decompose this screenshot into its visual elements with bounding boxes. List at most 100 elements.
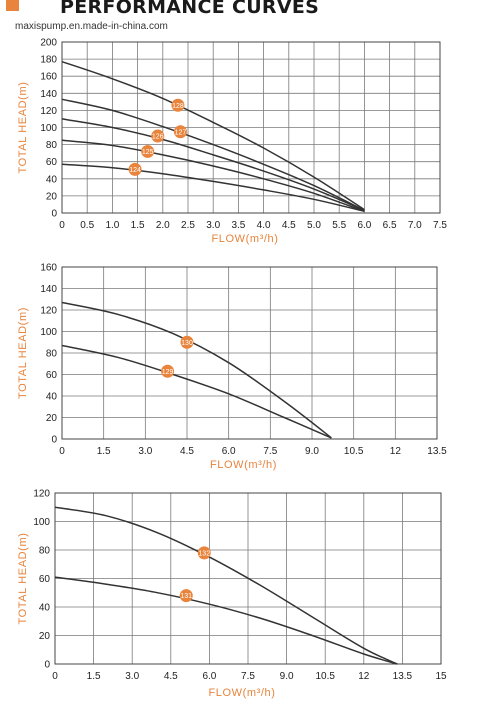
x-tick-label: 7.5: [241, 671, 255, 682]
x-tick-label: 6.0: [202, 671, 216, 682]
x-tick-label: 6.0: [357, 220, 371, 231]
y-tick-label: 60: [46, 157, 58, 168]
x-tick-label: 2.5: [181, 220, 195, 231]
chart-3-svg: 0 1.5 3.0 4.5 6.0 7.5 9.0 10.5 12 13.5 15 0 20 40 60 80…: [17, 489, 447, 700]
x-tick-label: 7.5: [433, 220, 447, 231]
model-badge-label: 125: [142, 149, 154, 156]
page-header: PERFORMANCE CURVES maxispump.en.made-in-…: [0, 0, 477, 34]
brand-square-icon: [6, 0, 19, 11]
model-badge-label: 131: [180, 593, 192, 600]
x-tick-label: 13.5: [427, 446, 447, 457]
model-badge-label: 132: [198, 550, 210, 557]
curve-130: [61, 301, 332, 439]
x-tick-label: 10.5: [315, 671, 335, 682]
x-tick-label: 6.0: [222, 446, 236, 457]
model-badge-126: [151, 129, 165, 143]
x-axis-title: FLOW(m³/h): [210, 459, 277, 471]
x-tick-label: 3.0: [206, 220, 220, 231]
curve-131: [54, 576, 398, 665]
x-tick-label: 15: [435, 671, 447, 682]
model-badge-132: [197, 546, 211, 560]
model-badge-label: 128: [172, 103, 184, 110]
chart-1-grid: [61, 41, 441, 214]
y-axis-title: TOTAL HEAD(m): [17, 533, 29, 625]
model-badge-label: 130: [181, 340, 193, 347]
x-tick-label: 6.5: [383, 220, 397, 231]
y-tick-label: 40: [46, 392, 58, 403]
plot-frame: [54, 492, 442, 665]
x-tick-label: 3.0: [138, 446, 152, 457]
x-tick-label: 1.5: [131, 220, 145, 231]
y-tick-label: 80: [46, 140, 58, 151]
chart-1-svg: 0 0.5 1.0 1.5 2.0 2.5 3.0 3.5 4.0 4.5 5.0 5.5 6.0 6.5…: [17, 38, 447, 246]
x-tick-label: 0: [52, 671, 58, 682]
model-badge-125: [141, 144, 155, 158]
model-badge-127: [173, 125, 187, 139]
y-tick-label: 160: [40, 72, 57, 83]
model-badge-130: [180, 335, 194, 349]
y-tick-label: 60: [46, 370, 58, 381]
chart-2-grid: [61, 266, 438, 440]
x-tick-label: 2.0: [156, 220, 170, 231]
x-tick-label: 3.0: [125, 671, 139, 682]
plot-frame: [61, 41, 441, 214]
curve-125: [61, 139, 365, 213]
curve-132: [54, 506, 398, 665]
model-badge-124: [128, 162, 142, 176]
y-tick-label: 0: [51, 435, 57, 446]
chart-2-svg: 0 1.5 3.0 4.5 6.0 7.5 9.0 10.5 12 13.5 0 20 40 60 80 10…: [17, 263, 447, 472]
y-tick-label: 0: [44, 660, 50, 671]
y-tick-label: 100: [33, 517, 50, 528]
y-tick-label: 160: [40, 263, 57, 274]
plot-frame: [61, 266, 438, 440]
y-tick-label: 80: [46, 349, 58, 360]
performance-chart-3: 0 1.5 3.0 4.5 6.0 7.5 9.0 10.5 12 13.5 15 0 20 40 60 80…: [0, 486, 477, 708]
y-tick-label: 100: [40, 327, 57, 338]
curve-129: [61, 344, 332, 439]
y-tick-label: 20: [46, 191, 58, 202]
x-tick-label: 7.5: [263, 446, 277, 457]
model-badge-label: 126: [152, 134, 164, 141]
x-tick-label: 12: [390, 446, 402, 457]
x-tick-label: 0.5: [80, 220, 94, 231]
y-tick-label: 140: [40, 89, 57, 100]
x-axis-title: FLOW(m³/h): [211, 233, 278, 245]
x-tick-label: 5.0: [307, 220, 321, 231]
y-axis-title: TOTAL HEAD(m): [17, 307, 29, 399]
x-tick-label: 9.0: [280, 671, 294, 682]
website-text: maxispump.en.made-in-china.com: [15, 21, 168, 32]
x-tick-label: 1.0: [105, 220, 119, 231]
x-tick-label: 0: [59, 446, 65, 457]
curve-127: [61, 98, 365, 212]
model-badge-label: 127: [175, 129, 187, 136]
y-tick-label: 120: [40, 306, 57, 317]
performance-chart-1: 0 0.5 1.0 1.5 2.0 2.5 3.0 3.5 4.0 4.5 5.0 5.5 6.0 6.5…: [0, 34, 477, 252]
x-tick-label: 1.5: [97, 446, 111, 457]
y-tick-label: 200: [40, 38, 57, 49]
model-badge-131: [179, 589, 193, 603]
x-tick-label: 12: [358, 671, 370, 682]
y-tick-label: 100: [40, 123, 57, 134]
model-badge-128: [171, 98, 185, 112]
model-badge-label: 124: [129, 167, 141, 174]
y-axis-title: TOTAL HEAD(m): [17, 82, 29, 174]
x-tick-label: 7.0: [408, 220, 422, 231]
x-tick-label: 4.5: [164, 671, 178, 682]
y-tick-label: 140: [40, 284, 57, 295]
x-tick-label: 13.5: [393, 671, 413, 682]
model-badge-129: [161, 364, 175, 378]
performance-chart-2: 0 1.5 3.0 4.5 6.0 7.5 9.0 10.5 12 13.5 0 20 40 60 80 10…: [0, 258, 477, 480]
x-tick-label: 3.5: [231, 220, 245, 231]
curve-126: [61, 118, 365, 212]
y-tick-label: 20: [39, 631, 51, 642]
curve-128: [61, 60, 365, 211]
model-badge-label: 129: [162, 369, 174, 376]
y-tick-label: 120: [40, 106, 57, 117]
x-tick-label: 10.5: [344, 446, 364, 457]
y-tick-label: 0: [51, 209, 57, 220]
y-tick-label: 180: [40, 55, 57, 66]
y-tick-label: 40: [46, 174, 58, 185]
y-tick-label: 60: [39, 574, 51, 585]
x-axis-title: FLOW(m³/h): [208, 687, 275, 699]
y-tick-label: 40: [39, 603, 51, 614]
